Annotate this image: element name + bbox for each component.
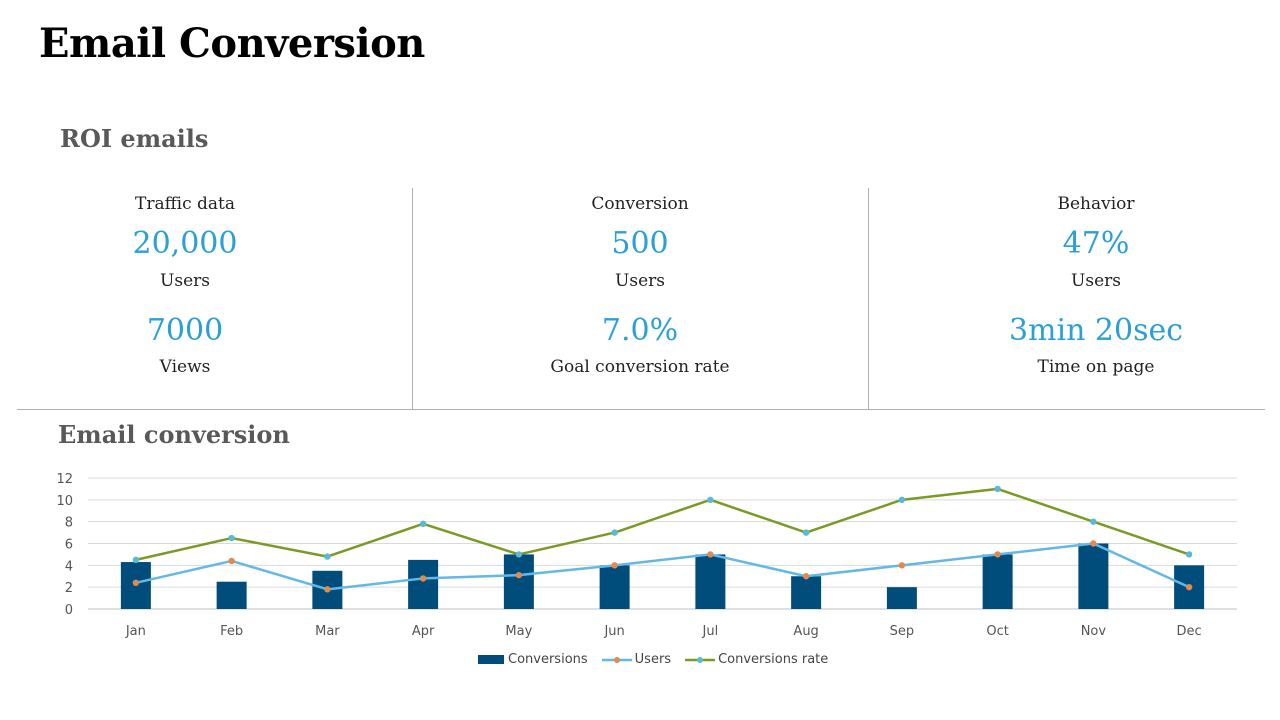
- bar-conversions: [599, 565, 630, 609]
- y-tick-label: 0: [65, 603, 73, 618]
- point-users: [707, 551, 714, 558]
- bar-conversions: [695, 554, 726, 609]
- point-users: [611, 562, 618, 569]
- bar-conversions: [1078, 543, 1109, 609]
- point-users: [419, 575, 427, 582]
- point-users: [515, 571, 523, 579]
- section-divider: [17, 409, 1265, 410]
- legend-label: Conversions rate: [718, 652, 829, 667]
- legend-swatch-line: [685, 656, 716, 663]
- kpi-value-secondary: 3min 20sec: [1008, 313, 1184, 348]
- point-users: [228, 557, 235, 565]
- kpi-label-secondary: Time on page: [1037, 357, 1155, 377]
- point-conversions-rate: [611, 529, 618, 536]
- legend-label: Users: [634, 652, 672, 667]
- bar-conversions: [503, 554, 534, 609]
- kpi-label-primary: Users: [160, 271, 210, 291]
- point-conversions-rate: [1185, 551, 1193, 558]
- y-tick-label: 6: [65, 538, 73, 553]
- x-tick-label: Aug: [793, 624, 818, 639]
- y-tick-label: 10: [56, 494, 73, 509]
- kpi-label-secondary: Views: [159, 357, 211, 377]
- kpi-heading: Traffic data: [134, 194, 236, 214]
- chart-section-title: Email conversion: [58, 420, 290, 449]
- page-title: Email Conversion: [39, 20, 425, 67]
- kpi-value-primary: 20,000: [132, 226, 238, 261]
- x-tick-label: Apr: [412, 624, 435, 639]
- point-users: [324, 586, 331, 593]
- bar-conversions: [982, 554, 1013, 609]
- point-conversions-rate: [802, 529, 810, 536]
- kpi-label-primary: Users: [1071, 271, 1121, 291]
- legend-swatch-line: [601, 656, 632, 663]
- x-tick-label: Jul: [702, 624, 719, 639]
- kpi-value-secondary: 7.0%: [601, 313, 679, 348]
- x-tick-label: Nov: [1081, 624, 1107, 639]
- kpi-value-primary: 500: [611, 226, 669, 261]
- point-conversions-rate: [132, 556, 140, 564]
- point-conversions-rate: [707, 496, 714, 504]
- y-tick-label: 4: [65, 559, 73, 574]
- x-tick-label: Oct: [986, 624, 1008, 639]
- legend-item-conversions-rate: Conversions rate: [685, 652, 828, 667]
- kpi-behavior: Behavior 47% Users 3min 20sec Time on pa…: [869, 188, 1280, 409]
- legend-item-users: Users: [601, 652, 672, 667]
- point-users: [132, 579, 140, 586]
- y-tick-label: 8: [65, 516, 73, 531]
- kpi-value-primary: 47%: [1062, 226, 1130, 261]
- chart-legend: Conversions Users Conversions rate: [478, 652, 842, 667]
- point-conversions-rate: [515, 551, 523, 558]
- point-users: [802, 573, 810, 580]
- y-tick-label: 12: [56, 472, 73, 487]
- kpi-conversion: Conversion 500 Users 7.0% Goal conversio…: [413, 188, 867, 409]
- point-users: [898, 562, 906, 569]
- roi-section-title: ROI emails: [60, 124, 209, 153]
- x-tick-label: Jan: [125, 624, 146, 639]
- kpi-label-primary: Users: [615, 271, 665, 291]
- kpi-heading: Conversion: [591, 194, 689, 214]
- bar-conversions: [408, 559, 439, 609]
- point-conversions-rate: [324, 553, 331, 560]
- bar-conversions: [791, 576, 822, 609]
- line-conversions-rate: [135, 487, 1190, 562]
- y-tick-label: 2: [65, 581, 73, 596]
- kpi-divider: [868, 188, 869, 409]
- kpi-value-secondary: 7000: [146, 313, 224, 348]
- point-conversions-rate: [419, 520, 427, 528]
- kpi-heading: Behavior: [1057, 194, 1135, 214]
- point-users: [994, 551, 1001, 558]
- point-users: [1185, 583, 1193, 591]
- kpi-traffic: Traffic data 20,000 Users 7000 Views: [0, 188, 370, 409]
- kpi-divider: [412, 188, 413, 409]
- point-users: [1090, 540, 1097, 547]
- kpi-label-secondary: Goal conversion rate: [550, 357, 730, 377]
- point-conversions-rate: [1090, 518, 1097, 525]
- legend-label: Conversions: [508, 652, 588, 667]
- legend-item-conversions: Conversions: [478, 652, 588, 667]
- x-tick-label: May: [505, 624, 532, 639]
- email-conversion-chart: 0 2 4 6 8 10 12 Jan Feb Mar Apr May Jun Jul Aug Sep Oct N…: [56, 472, 1237, 639]
- point-conversions-rate: [994, 485, 1001, 493]
- x-tick-label: Jun: [603, 624, 624, 639]
- bar-conversions: [886, 587, 917, 609]
- line-users: [135, 542, 1190, 591]
- point-conversions-rate: [898, 496, 906, 504]
- x-tick-label: Dec: [1177, 624, 1202, 639]
- legend-swatch-bar: [478, 655, 504, 664]
- point-conversions-rate: [228, 534, 235, 542]
- x-tick-label: Mar: [315, 624, 340, 639]
- bar-conversions: [216, 581, 247, 609]
- x-tick-label: Sep: [890, 624, 915, 639]
- x-tick-label: Feb: [220, 624, 243, 639]
